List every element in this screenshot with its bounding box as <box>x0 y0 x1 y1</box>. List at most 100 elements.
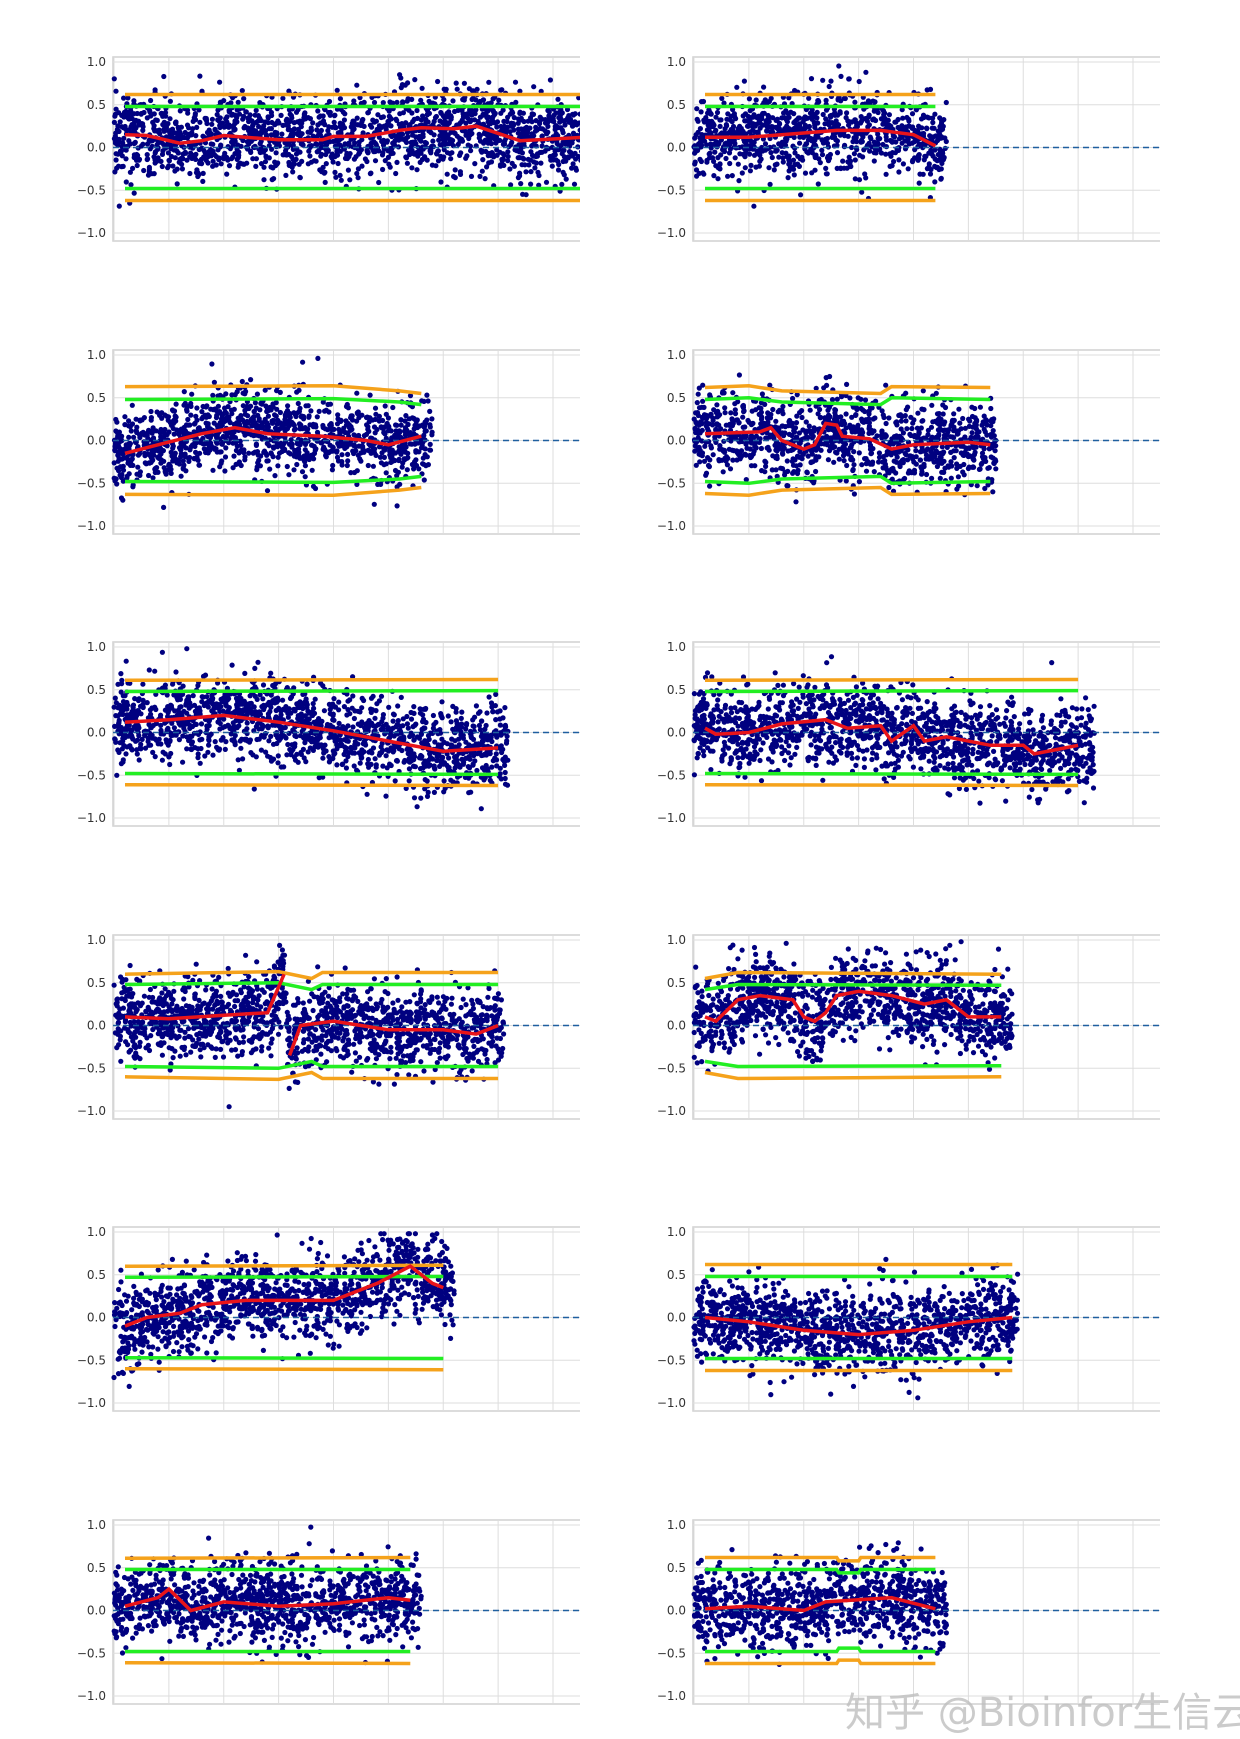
data-point <box>842 1337 848 1343</box>
data-point <box>978 1301 984 1307</box>
data-point <box>906 1331 912 1337</box>
data-point <box>336 1343 342 1349</box>
data-point <box>297 1311 304 1317</box>
data-point <box>940 1312 946 1318</box>
data-point <box>245 1268 251 1274</box>
data-point <box>160 1329 166 1335</box>
data-point <box>707 1626 713 1632</box>
data-point <box>374 1624 380 1630</box>
data-point <box>272 1560 278 1567</box>
data-point <box>908 1594 914 1600</box>
data-point <box>272 1309 278 1315</box>
data-point <box>213 1329 219 1335</box>
data-point <box>234 1284 241 1291</box>
data-point <box>882 1360 888 1366</box>
data-point <box>943 1601 949 1607</box>
data-point <box>284 1312 290 1318</box>
data-point <box>280 1620 286 1627</box>
data-point <box>304 1323 310 1329</box>
data-point <box>777 1317 783 1323</box>
data-point <box>118 1627 124 1633</box>
data-point <box>448 1263 454 1269</box>
data-point <box>218 1293 224 1299</box>
data-point <box>231 1615 237 1621</box>
data-point <box>760 1611 766 1617</box>
data-point <box>442 1243 448 1249</box>
data-point <box>131 1577 137 1583</box>
data-point <box>144 1604 150 1610</box>
data-point <box>297 1327 303 1333</box>
data-point <box>897 1352 903 1358</box>
data-point <box>846 1284 852 1290</box>
data-point <box>706 1300 712 1306</box>
data-point <box>897 1318 903 1324</box>
data-point <box>779 1615 785 1621</box>
data-point <box>873 1579 879 1585</box>
data-point <box>839 1566 845 1572</box>
data-point <box>916 1300 922 1306</box>
data-point <box>353 1593 359 1599</box>
data-point <box>137 1292 143 1298</box>
data-point <box>907 1576 913 1582</box>
data-point <box>883 1560 889 1566</box>
data-point <box>731 1309 737 1315</box>
data-point <box>136 1571 142 1577</box>
data-point <box>131 1295 137 1301</box>
data-point <box>913 1581 919 1587</box>
data-point <box>809 1609 815 1615</box>
data-point <box>118 1279 124 1285</box>
data-point <box>203 1295 210 1301</box>
data-point <box>921 1321 927 1327</box>
data-point <box>298 1306 304 1312</box>
data-point <box>779 1591 785 1597</box>
data-point <box>355 1574 361 1581</box>
data-point <box>219 1319 225 1325</box>
data-point <box>132 1339 138 1345</box>
data-point <box>387 1585 393 1591</box>
data-point <box>367 1300 373 1306</box>
data-point <box>757 1351 763 1357</box>
data-point <box>729 1546 735 1552</box>
data-point <box>976 1291 982 1297</box>
data-point <box>808 1642 814 1648</box>
data-point <box>405 1281 411 1287</box>
data-point <box>216 1569 222 1575</box>
data-point <box>394 1308 400 1314</box>
data-point <box>823 1606 829 1612</box>
data-point <box>983 1306 989 1312</box>
data-point <box>709 1267 715 1273</box>
data-point <box>846 1363 852 1369</box>
data-point <box>797 1590 803 1597</box>
data-point <box>136 1361 142 1367</box>
y-tick-label: −0.5 <box>657 1061 686 1075</box>
data-point <box>359 1321 365 1327</box>
data-point <box>124 1335 130 1341</box>
data-point <box>905 1320 911 1326</box>
data-point <box>805 1351 811 1357</box>
data-point <box>138 1583 144 1589</box>
data-point <box>712 1569 718 1575</box>
data-point <box>255 1628 261 1634</box>
data-point <box>282 1583 288 1590</box>
data-point <box>116 1286 122 1293</box>
data-point <box>159 1302 165 1308</box>
data-point <box>334 1318 340 1324</box>
data-point <box>392 1252 398 1258</box>
data-point <box>304 1286 310 1292</box>
data-point <box>795 1598 801 1604</box>
data-point <box>450 1278 456 1284</box>
data-point <box>953 1325 959 1331</box>
data-point <box>293 1307 299 1313</box>
data-point <box>738 1314 744 1320</box>
data-point <box>263 1319 269 1325</box>
data-point <box>822 1293 828 1299</box>
data-point <box>771 1582 777 1588</box>
data-point <box>159 1580 165 1587</box>
data-point <box>765 1617 771 1623</box>
data-point <box>185 1615 191 1621</box>
data-point <box>887 1609 893 1615</box>
data-point <box>949 1342 955 1348</box>
data-point <box>718 1628 724 1634</box>
subplot-svg: −1.0−0.50.00.51.0 <box>657 933 1181 1120</box>
data-point <box>163 1293 169 1299</box>
